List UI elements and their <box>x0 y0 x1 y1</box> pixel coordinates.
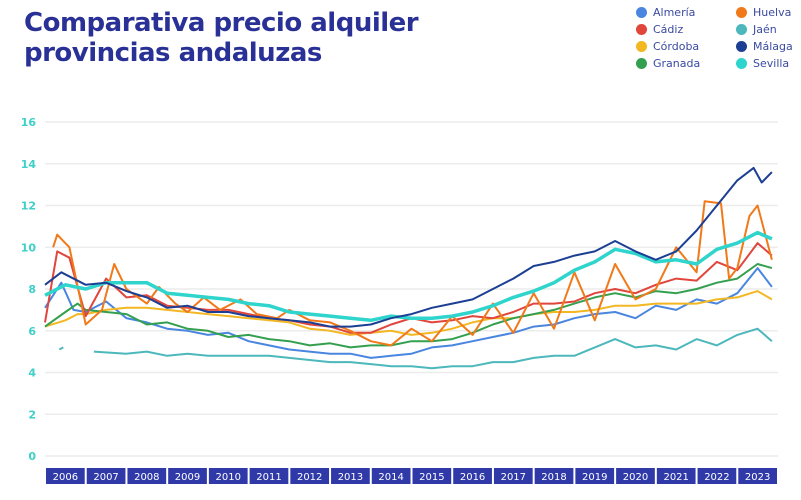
legend-item: Almería <box>636 4 736 20</box>
y-tick-label: 0 <box>28 450 36 463</box>
x-tick-label: 2017 <box>501 472 526 483</box>
y-tick-label: 12 <box>21 200 36 213</box>
legend-item: Córdoba <box>636 38 736 54</box>
y-tick-label: 10 <box>21 241 37 254</box>
year-band <box>168 468 207 484</box>
legend-swatch-icon <box>736 40 747 52</box>
year-band <box>46 468 85 484</box>
y-tick-label: 2 <box>28 408 36 421</box>
legend-item: Málaga <box>736 38 801 54</box>
series-line-granada <box>44 263 773 349</box>
legend-label: Jaén <box>753 22 777 36</box>
x-tick-label: 2015 <box>419 472 444 483</box>
series-line-cádiz <box>44 242 773 334</box>
y-tick-label: 14 <box>21 158 37 171</box>
x-tick-label: 2018 <box>541 472 566 483</box>
y-tick-label: 4 <box>28 367 36 380</box>
year-band <box>127 468 167 484</box>
x-tick-label: 2010 <box>216 472 241 483</box>
year-band <box>738 468 777 484</box>
legend-swatch-icon <box>736 57 747 69</box>
legend-label: Cádiz <box>653 22 684 36</box>
x-tick-label: 2014 <box>378 472 403 483</box>
x-tick-label: 2008 <box>134 472 159 483</box>
x-tick-label: 2016 <box>460 472 485 483</box>
y-tick-label: 8 <box>28 283 36 296</box>
legend-item: Sevilla <box>736 55 801 71</box>
legend-label: Huelva <box>753 5 792 19</box>
x-tick-label: 2012 <box>297 472 322 483</box>
x-tick-label: 2006 <box>53 472 78 483</box>
year-band <box>656 468 696 484</box>
x-tick-label: 2022 <box>704 472 729 483</box>
series-line-córdoba <box>44 290 773 336</box>
series-line-almería <box>44 267 773 359</box>
year-band <box>412 468 452 484</box>
legend-swatch-icon <box>736 23 747 35</box>
legend-swatch-icon <box>636 40 647 52</box>
year-band <box>208 468 248 484</box>
year-band <box>453 468 492 484</box>
x-tick-label: 2007 <box>93 472 118 483</box>
series-line-málaga <box>44 166 773 328</box>
legend: Almería Huelva Cádiz Jaén Córdoba Málaga Grana… <box>636 4 801 71</box>
year-band <box>493 468 533 484</box>
x-tick-label: 2021 <box>663 472 688 483</box>
x-tick-label: 2020 <box>623 472 648 483</box>
x-tick-label: 2013 <box>338 472 363 483</box>
year-band <box>371 468 411 484</box>
legend-label: Córdoba <box>653 39 700 53</box>
legend-item: Huelva <box>736 4 801 20</box>
year-band <box>290 468 330 484</box>
legend-label: Almería <box>653 5 696 19</box>
series-line-sevilla <box>44 230 773 323</box>
legend-swatch-icon <box>636 23 647 35</box>
series-line-jaén <box>58 327 773 370</box>
year-band <box>534 468 574 484</box>
legend-swatch-icon <box>636 6 647 18</box>
year-band <box>616 468 655 484</box>
y-tick-label: 16 <box>21 116 37 129</box>
year-band <box>575 468 615 484</box>
year-band <box>331 468 370 484</box>
x-tick-label: 2011 <box>256 472 281 483</box>
year-band <box>697 468 737 484</box>
legend-swatch-icon <box>636 57 647 69</box>
year-band <box>249 468 289 484</box>
legend-label: Sevilla <box>753 56 790 70</box>
legend-label: Granada <box>653 56 701 70</box>
legend-item: Jaén <box>736 21 801 37</box>
chart-title: Comparativa precio alquiler provincias a… <box>24 8 419 68</box>
legend-label: Málaga <box>753 39 793 53</box>
legend-item: Cádiz <box>636 21 736 37</box>
y-tick-label: 6 <box>28 325 36 338</box>
series-line-huelva <box>52 200 773 347</box>
legend-swatch-icon <box>736 6 747 18</box>
x-tick-label: 2009 <box>175 472 200 483</box>
x-tick-label: 2023 <box>745 472 770 483</box>
year-band <box>86 468 126 484</box>
x-tick-label: 2019 <box>582 472 607 483</box>
legend-item: Granada <box>636 55 736 71</box>
